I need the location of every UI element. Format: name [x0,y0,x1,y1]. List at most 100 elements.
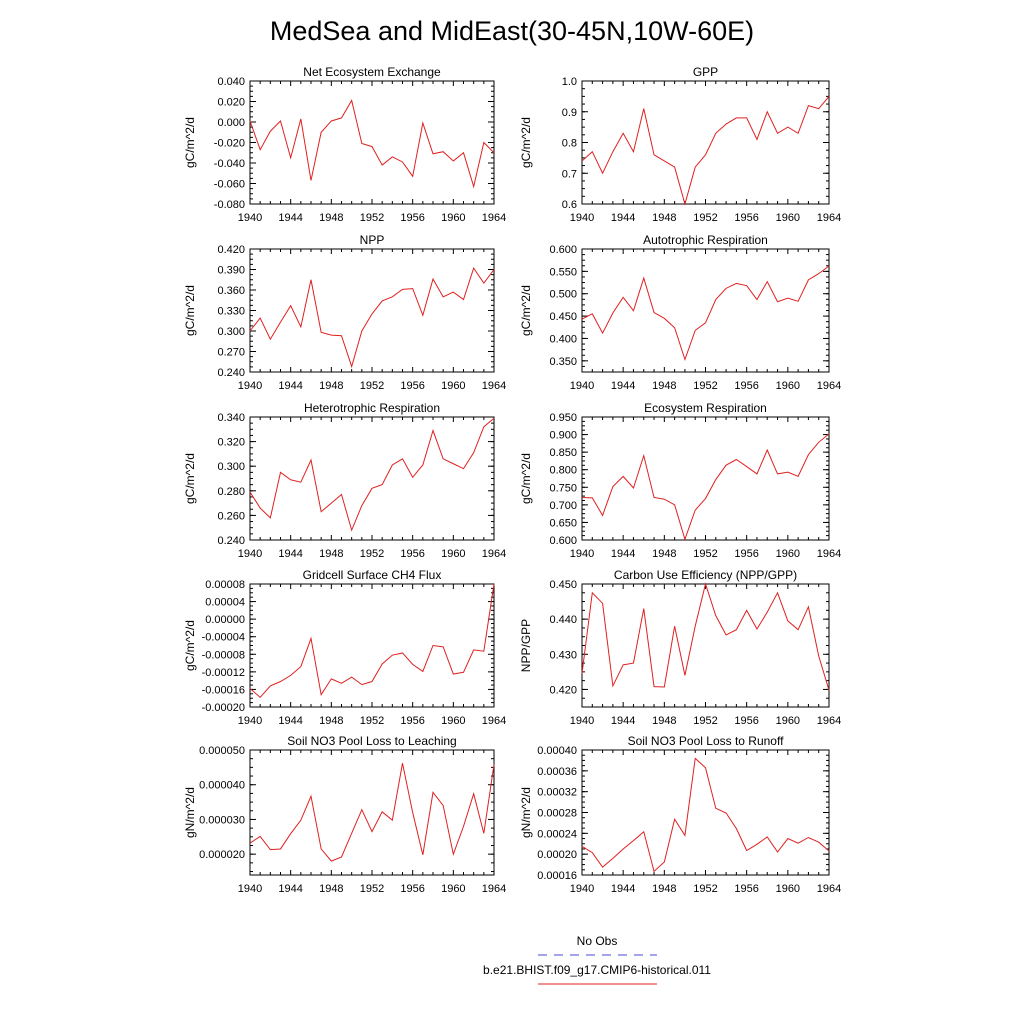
y-tick-label: 0.000050 [199,745,245,757]
y-tick-label: 0.440 [549,614,577,626]
x-tick-label: 1948 [652,380,676,392]
y-tick-label: 0.600 [549,244,577,256]
x-tick-label: 1956 [734,380,758,392]
x-tick-label: 1956 [400,548,424,560]
y-tick-label: -0.00012 [202,667,245,679]
x-tick-label: 1952 [360,212,384,224]
x-tick-label: 1964 [817,548,841,560]
y-tick-label: 0.330 [217,306,245,318]
series-line [249,583,495,699]
y-tick-label: 0.00008 [205,579,245,591]
x-tick-label: 1948 [652,883,676,895]
panel-title: NPP [360,233,385,247]
y-tick-label: 0.00040 [537,745,577,757]
panel-9: Soil NO3 Pool Loss to Leaching 1940 1944 19… [183,734,506,895]
y-tick-label: 0.020 [217,97,245,109]
plot-frame [581,248,830,373]
x-tick-label: 1948 [319,212,343,224]
x-tick-label: 1964 [817,212,841,224]
y-tick-label: 0.00036 [537,766,577,778]
y-tick-label: 0.040 [217,76,245,88]
y-tick-label: 0.900 [549,430,577,442]
x-tick-label: 1952 [693,715,717,727]
y-tick-label: -0.080 [214,199,245,211]
plot-frame [249,416,495,541]
panel-8: Carbon Use Efficiency (NPP/GPP) 1940 1944 1… [519,568,841,727]
y-axis-label: gC/m^2/d [183,285,197,336]
x-tick-label: 1952 [360,380,384,392]
x-tick-label: 1960 [776,548,800,560]
series-line [249,266,495,369]
y-tick-label: 0.000020 [199,849,245,861]
y-tick-label: 0.340 [217,412,245,424]
x-tick-label: 1956 [734,715,758,727]
x-tick-label: 1944 [611,548,635,560]
panel-7: Gridcell Surface CH4 Flux 1940 1944 1948 195… [183,568,506,727]
legend-label: b.e21.BHIST.f09_g17.CMIP6-historical.011 [483,963,711,977]
series-line [249,763,495,862]
x-tick-label: 1940 [570,212,594,224]
panel-title: Net Ecosystem Exchange [303,65,441,79]
y-tick-label: 0.00000 [205,614,245,626]
x-tick-label: 1948 [319,883,343,895]
x-tick-label: 1940 [238,212,262,224]
x-tick-label: 1960 [441,883,465,895]
y-tick-label: 0.00024 [537,828,577,840]
x-tick-label: 1960 [776,380,800,392]
y-tick-label: 0.9 [562,107,577,119]
x-tick-label: 1952 [693,212,717,224]
x-tick-label: 1964 [482,715,506,727]
panel-10: Soil NO3 Pool Loss to Runoff 1940 1944 1948… [519,734,841,895]
x-tick-label: 1956 [734,212,758,224]
x-tick-label: 1952 [693,883,717,895]
y-tick-label: 1.0 [562,76,577,88]
x-tick-label: 1948 [652,715,676,727]
series-line [249,417,495,532]
panel-title: Gridcell Surface CH4 Flux [303,568,442,582]
x-tick-label: 1964 [482,548,506,560]
y-tick-label: -0.00008 [202,649,245,661]
y-tick-label: 0.800 [549,465,577,477]
x-tick-label: 1944 [278,548,302,560]
panel-6: Ecosystem Respiration 1940 1944 1948 1952 195… [519,401,841,560]
plot-frame [249,749,495,876]
x-tick-label: 1952 [360,883,384,895]
x-tick-label: 1940 [570,548,594,560]
x-tick-label: 1952 [693,548,717,560]
y-tick-label: 0.360 [217,285,245,297]
y-tick-label: 0.850 [549,447,577,459]
panel-title: Soil NO3 Pool Loss to Runoff [628,734,785,748]
x-tick-label: 1960 [441,212,465,224]
x-tick-label: 1956 [400,715,424,727]
y-axis-label: NPP/GPP [519,619,533,672]
panel-4: Autotrophic Respiration 1940 1944 1948 1952 1… [519,233,841,392]
series-line [581,96,830,206]
y-tick-label: 0.00004 [205,597,245,609]
panel-title: Heterotrophic Respiration [304,401,440,415]
x-tick-label: 1944 [611,212,635,224]
x-tick-label: 1956 [734,883,758,895]
x-tick-label: 1944 [278,883,302,895]
y-tick-label: 0.300 [217,326,245,338]
y-axis-label: gC/m^2/d [519,285,533,336]
x-tick-label: 1940 [238,380,262,392]
y-tick-label: -0.040 [214,158,245,170]
x-tick-label: 1948 [319,380,343,392]
y-tick-label: 0.8 [562,138,577,150]
x-tick-label: 1960 [776,212,800,224]
y-axis-label: gC/m^2/d [183,620,197,671]
x-tick-label: 1960 [776,715,800,727]
series-line [581,265,830,362]
panel-title: GPP [693,65,718,79]
y-tick-label: 0.00016 [537,870,577,882]
x-tick-label: 1948 [319,715,343,727]
series-line [581,582,830,691]
y-tick-label: 0.430 [549,649,577,661]
panel-title: Carbon Use Efficiency (NPP/GPP) [614,568,797,582]
plot-frame [581,80,830,205]
legend: No Obs b.e21.BHIST.f09_g17.CMIP6-historic… [483,934,711,985]
x-tick-label: 1956 [734,548,758,560]
x-tick-label: 1944 [611,883,635,895]
x-tick-label: 1944 [278,212,302,224]
